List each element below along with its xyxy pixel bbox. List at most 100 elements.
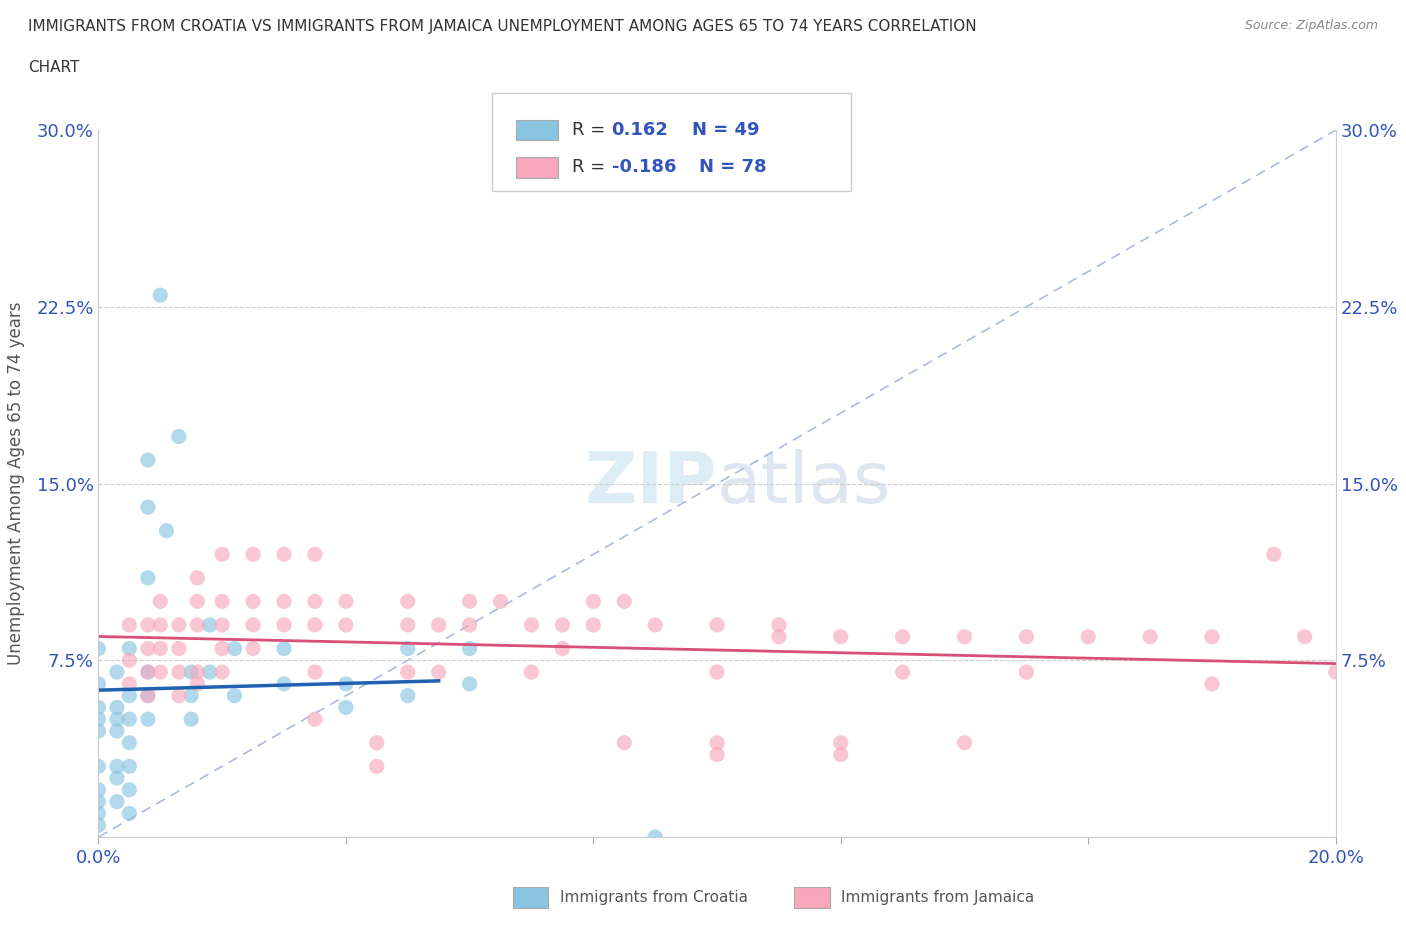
Point [335, 676, 357, 691]
Point [458, 594, 481, 609]
Point [768, 618, 790, 632]
Point [366, 736, 388, 751]
Point [149, 618, 172, 632]
Text: R =: R = [572, 121, 612, 140]
Point [304, 594, 326, 609]
Point [335, 594, 357, 609]
Point [118, 759, 141, 774]
Point [105, 665, 128, 680]
Point [1201, 630, 1223, 644]
Point [167, 641, 190, 656]
Point [211, 618, 233, 632]
Point [1201, 676, 1223, 691]
Point [186, 570, 208, 585]
Point [830, 747, 852, 762]
Point [551, 618, 574, 632]
Text: -0.186: -0.186 [612, 158, 676, 177]
Point [105, 794, 128, 809]
Text: ZIP: ZIP [585, 449, 717, 518]
Point [198, 618, 221, 632]
Point [1294, 630, 1316, 644]
Point [180, 688, 202, 703]
Point [242, 547, 264, 562]
Point [136, 499, 159, 514]
Point [105, 711, 128, 726]
Point [830, 630, 852, 644]
Point [136, 688, 159, 703]
Point [273, 641, 295, 656]
Point [366, 759, 388, 774]
Point [706, 665, 728, 680]
Point [335, 700, 357, 715]
Point [198, 665, 221, 680]
Point [180, 665, 202, 680]
Point [105, 700, 128, 715]
Point [105, 724, 128, 738]
Point [87, 676, 110, 691]
Point [186, 618, 208, 632]
Point [105, 759, 128, 774]
Text: N = 78: N = 78 [699, 158, 766, 177]
Point [211, 594, 233, 609]
Point [273, 676, 295, 691]
Point [118, 641, 141, 656]
Point [186, 594, 208, 609]
Point [224, 641, 246, 656]
Point [118, 618, 141, 632]
Point [458, 676, 481, 691]
Point [167, 688, 190, 703]
Point [224, 688, 246, 703]
Point [613, 594, 636, 609]
Point [768, 630, 790, 644]
Text: Immigrants from Jamaica: Immigrants from Jamaica [841, 890, 1033, 905]
Point [396, 688, 419, 703]
Point [706, 736, 728, 751]
Point [186, 665, 208, 680]
Point [273, 594, 295, 609]
Point [396, 594, 419, 609]
Point [87, 817, 110, 832]
Point [87, 641, 110, 656]
Point [136, 711, 159, 726]
Text: R =: R = [572, 158, 612, 177]
Point [953, 736, 976, 751]
Point [180, 711, 202, 726]
Point [1077, 630, 1099, 644]
Point [136, 641, 159, 656]
Point [304, 618, 326, 632]
Point [458, 641, 481, 656]
Point [149, 665, 172, 680]
Point [87, 782, 110, 797]
Point [551, 641, 574, 656]
Point [830, 736, 852, 751]
Point [273, 547, 295, 562]
Point [211, 547, 233, 562]
Point [118, 736, 141, 751]
Point [613, 736, 636, 751]
Point [118, 653, 141, 668]
Point [136, 665, 159, 680]
Point [118, 782, 141, 797]
Point [582, 618, 605, 632]
Point [149, 641, 172, 656]
Point [891, 630, 914, 644]
Point [304, 547, 326, 562]
Point [1324, 665, 1347, 680]
Point [149, 594, 172, 609]
Point [427, 665, 450, 680]
Point [118, 711, 141, 726]
Point [520, 618, 543, 632]
Point [167, 429, 190, 444]
Point [167, 665, 190, 680]
Point [186, 676, 208, 691]
Point [1139, 630, 1161, 644]
Point [136, 570, 159, 585]
Point [1015, 665, 1038, 680]
Point [582, 594, 605, 609]
Point [118, 806, 141, 821]
Point [87, 711, 110, 726]
Point [891, 665, 914, 680]
Point [335, 618, 357, 632]
Point [136, 453, 159, 468]
Point [118, 688, 141, 703]
